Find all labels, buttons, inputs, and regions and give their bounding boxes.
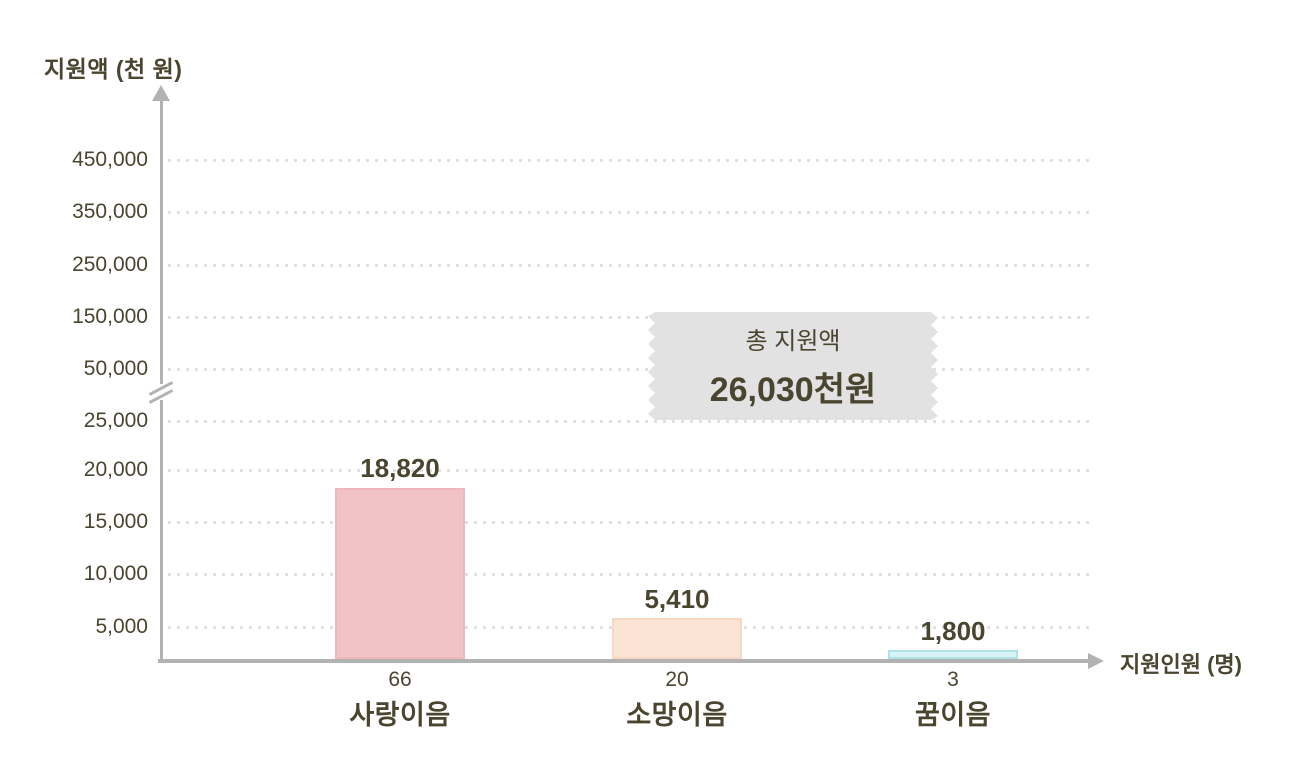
category-label: 꿈이음: [914, 700, 992, 730]
gridline: [168, 573, 1095, 576]
y-tick-15000: 15,000: [83, 510, 148, 533]
category-label: 소망이음: [626, 700, 728, 730]
y-tick-20000: 20,000: [83, 458, 148, 481]
total-amount-value: 26,030천원: [709, 371, 877, 409]
bar-value-label: 18,820: [360, 453, 440, 483]
total-amount-title: 총 지원액: [745, 328, 841, 355]
gridline: [168, 211, 1095, 214]
y-tick-150000: 150,000: [72, 305, 148, 328]
y-tick-10000: 10,000: [83, 562, 148, 585]
x-axis-arrow-icon: [1088, 653, 1104, 669]
people-count-label: 20: [665, 668, 689, 691]
gridline: [168, 420, 1095, 423]
y-axis-arrow-icon: [152, 85, 170, 101]
total-amount-badge: 총 지원액 26,030천원: [648, 312, 938, 420]
bar-소망이음: [612, 618, 742, 659]
y-tick-50000: 50,000: [83, 357, 148, 380]
y-tick-450000: 450,000: [72, 148, 148, 171]
gridline: [168, 521, 1095, 524]
category-label: 사랑이음: [349, 700, 451, 730]
gridline: [168, 368, 1095, 371]
people-count-label: 3: [947, 668, 959, 691]
x-axis-title: 지원인원 (명): [1120, 652, 1242, 677]
y-tick-25000: 25,000: [83, 409, 148, 432]
y-tick-350000: 350,000: [72, 200, 148, 223]
gridline: [168, 264, 1095, 267]
axis-break-gap: [157, 384, 166, 400]
bar-꿈이음: [888, 650, 1018, 659]
y-tick-250000: 250,000: [72, 253, 148, 276]
x-axis-line: [158, 659, 1088, 663]
y-tick-5000: 5,000: [95, 615, 148, 638]
bar-value-label: 1,800: [920, 616, 986, 646]
people-count-label: 66: [388, 668, 412, 691]
bar-value-label: 5,410: [644, 584, 710, 614]
gridline: [168, 316, 1095, 319]
gridline: [168, 469, 1095, 472]
gridline: [168, 159, 1095, 162]
y-axis-line: [160, 99, 163, 661]
bar-사랑이음: [335, 488, 465, 659]
y-axis-title: 지원액 (천 원): [44, 56, 183, 82]
